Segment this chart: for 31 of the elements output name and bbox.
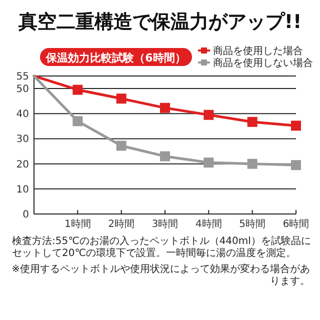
y-tick-label: 0 [22, 210, 29, 220]
x-tick-label: 4時間 [195, 218, 222, 230]
point [291, 160, 301, 170]
y-tick-label: 30 [16, 134, 29, 146]
point [72, 84, 83, 95]
point [247, 116, 258, 127]
x-tick-label: 1時間 [64, 218, 91, 230]
y-tick-label: 10 [16, 184, 29, 196]
legend-label: 商品を使用しない場合 [213, 57, 313, 69]
text: 検査方法:55℃のお湯の入ったペットボトル（440ml）を試験品にセットして20℃の環境下で設置。一時間毎に湯の温度を測定。 [12, 235, 311, 259]
chart-subtitle: 保温効力比較試験（6時間） [45, 52, 186, 64]
chart-title: 真空二重構造で保温力がアップ!! [17, 11, 302, 33]
text: ※使用するペットボトルや使用状況によって効果が変わる場合があります。 [12, 263, 310, 287]
point [204, 158, 214, 168]
y-tick-label: 55 [16, 72, 29, 82]
point [160, 151, 170, 162]
point [291, 120, 301, 131]
y-tick-label: 20 [16, 159, 29, 170]
y-tick-label: 40 [16, 109, 29, 120]
x-tick-label: 5時間 [239, 218, 266, 230]
point [160, 102, 170, 113]
legend-label: 商品を使用した場合 [213, 45, 303, 57]
x-tick-label: 6時間 [282, 218, 310, 230]
x-tick-label: 3時間 [152, 218, 178, 230]
point [247, 158, 258, 169]
point [72, 116, 83, 126]
y-tick-label: 50 [16, 84, 29, 96]
x-tick-label: 2時間 [108, 218, 135, 230]
point [204, 110, 214, 120]
point [116, 94, 126, 104]
point [116, 140, 126, 151]
